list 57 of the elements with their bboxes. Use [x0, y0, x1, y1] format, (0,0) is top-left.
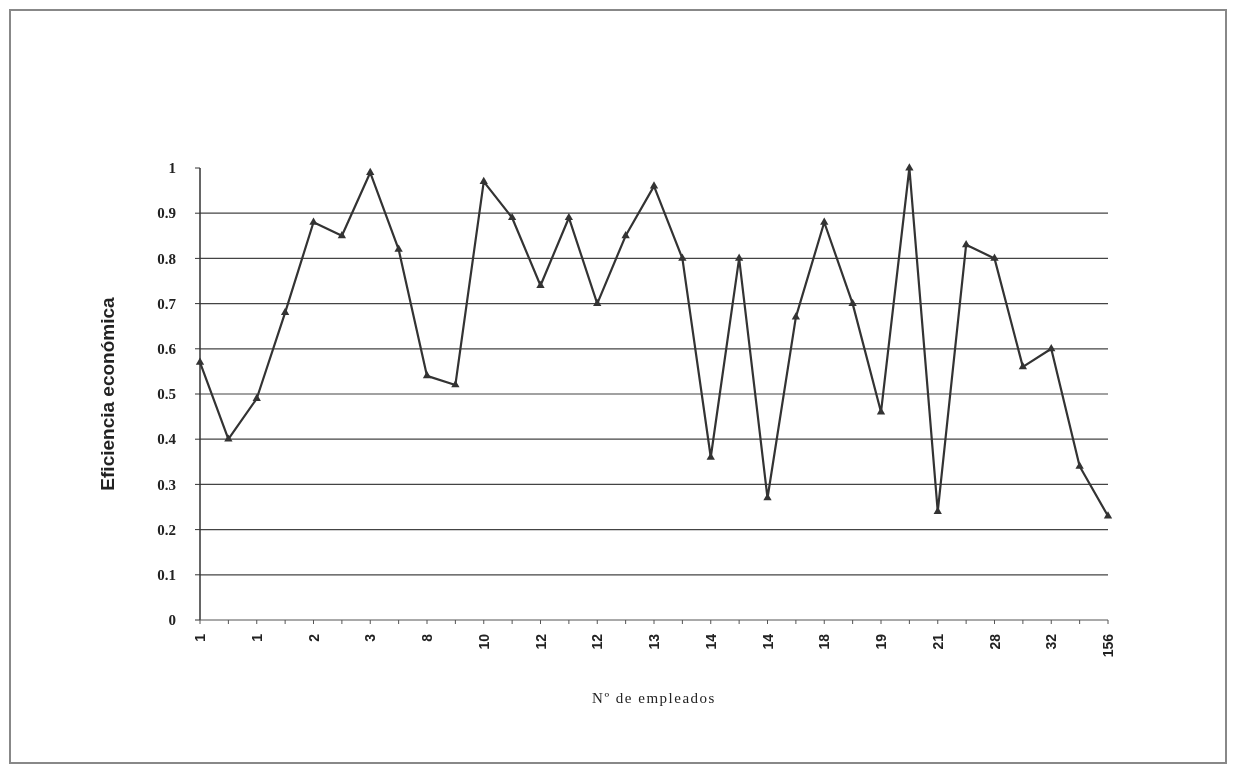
x-tick-label: 2 [305, 633, 322, 642]
x-tick-label: 3 [362, 633, 379, 642]
y-axis-title: Eficiencia económica [97, 296, 118, 491]
x-tick-label: 21 [929, 633, 946, 650]
y-tick-label: 0.8 [157, 250, 176, 267]
point [394, 244, 403, 252]
point [990, 253, 999, 261]
point [280, 307, 290, 316]
point [848, 298, 857, 306]
y-tick-label: 0.7 [157, 295, 177, 312]
x-tick-label: 28 [986, 633, 1003, 650]
point [961, 240, 971, 248]
point [252, 393, 261, 401]
x-tick-label: 8 [419, 633, 435, 642]
y-tick-label: 0.1 [157, 567, 176, 584]
point [734, 253, 744, 261]
y-tick-label: 0.6 [157, 341, 177, 358]
x-tick-label: 12 [589, 633, 606, 650]
x-tick-label: 1 [248, 633, 265, 642]
point [1047, 343, 1056, 352]
x-tick-label: 14 [702, 633, 719, 650]
x-tick-label: 32 [1043, 633, 1060, 650]
x-axis-title: Nº de empleados [592, 690, 716, 706]
y-tick-label: 0.4 [157, 431, 177, 448]
point [507, 212, 517, 221]
y-tick-label: 0.2 [157, 521, 176, 538]
point [678, 253, 687, 261]
point [593, 298, 602, 306]
y-tick-label: 0.9 [157, 205, 176, 222]
point [905, 163, 914, 171]
point [1018, 362, 1028, 370]
point [337, 230, 347, 239]
x-tick-label: 18 [816, 633, 833, 650]
y-tick-label: 1 [168, 160, 176, 177]
x-tick-label: 1 [192, 633, 208, 642]
y-tick-label: 0.3 [157, 476, 176, 493]
point [621, 230, 630, 239]
point [536, 280, 545, 288]
x-tick-label: 10 [475, 633, 492, 650]
point [195, 357, 205, 365]
point [451, 380, 460, 388]
point [479, 176, 488, 184]
x-tick-label: 156 [1100, 633, 1116, 658]
y-tick-label: 0 [168, 612, 176, 629]
point [820, 217, 829, 225]
x-tick-label: 14 [759, 633, 776, 650]
point [366, 167, 375, 175]
x-tick-label: 12 [532, 633, 549, 650]
point [309, 217, 318, 225]
x-tick-label: 13 [646, 633, 662, 650]
point [422, 371, 432, 379]
point [791, 312, 801, 320]
y-tick-label: 0.5 [157, 386, 176, 403]
point [224, 434, 233, 442]
point [564, 212, 574, 221]
point [1075, 461, 1084, 469]
x-tick-label: 19 [873, 633, 889, 650]
